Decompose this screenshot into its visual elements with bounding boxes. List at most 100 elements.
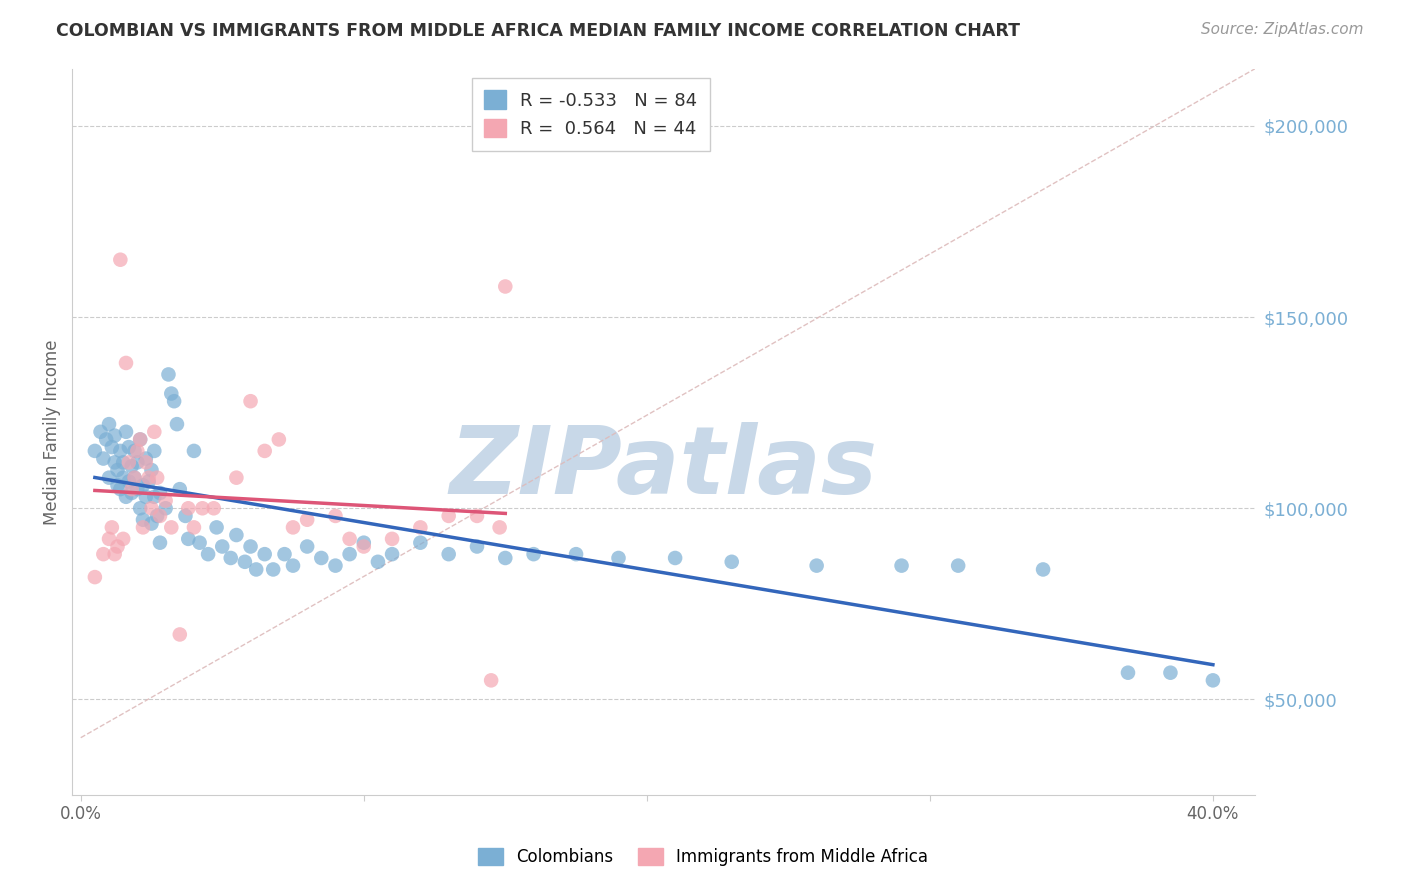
Point xyxy=(101,440,124,454)
Point xyxy=(118,455,141,469)
Point xyxy=(127,444,149,458)
Point xyxy=(381,532,404,546)
Point xyxy=(273,547,295,561)
Point xyxy=(135,451,157,466)
Point xyxy=(93,451,115,466)
Point xyxy=(267,433,290,447)
Point xyxy=(295,513,318,527)
Point xyxy=(146,508,169,523)
Legend: Colombians, Immigrants from Middle Africa: Colombians, Immigrants from Middle Afric… xyxy=(470,840,936,875)
Point xyxy=(177,501,200,516)
Point xyxy=(1116,665,1139,680)
Point xyxy=(129,433,152,447)
Point xyxy=(90,425,112,439)
Point xyxy=(219,551,242,566)
Point xyxy=(239,394,262,409)
Point xyxy=(104,455,127,469)
Point xyxy=(225,528,247,542)
Point xyxy=(143,425,166,439)
Point xyxy=(107,478,129,492)
Point xyxy=(339,532,361,546)
Point xyxy=(281,520,304,534)
Point xyxy=(83,570,105,584)
Text: COLOMBIAN VS IMMIGRANTS FROM MIDDLE AFRICA MEDIAN FAMILY INCOME CORRELATION CHAR: COLOMBIAN VS IMMIGRANTS FROM MIDDLE AFRI… xyxy=(56,22,1021,40)
Point xyxy=(141,463,163,477)
Point xyxy=(183,520,205,534)
Point xyxy=(166,417,188,431)
Point xyxy=(143,444,166,458)
Point xyxy=(806,558,828,573)
Point xyxy=(83,444,105,458)
Point xyxy=(197,547,219,561)
Point xyxy=(118,440,141,454)
Point xyxy=(160,520,183,534)
Point xyxy=(146,471,169,485)
Point xyxy=(129,433,152,447)
Point xyxy=(141,501,163,516)
Point xyxy=(664,551,686,566)
Point xyxy=(367,555,389,569)
Point xyxy=(465,508,488,523)
Point xyxy=(465,540,488,554)
Point xyxy=(890,558,912,573)
Point xyxy=(132,513,155,527)
Point xyxy=(339,547,361,561)
Point xyxy=(353,535,375,549)
Point xyxy=(149,486,172,500)
Point xyxy=(239,540,262,554)
Point xyxy=(110,252,132,267)
Point xyxy=(143,490,166,504)
Point xyxy=(188,535,211,549)
Point xyxy=(946,558,969,573)
Point xyxy=(127,455,149,469)
Point xyxy=(149,535,172,549)
Point xyxy=(169,627,191,641)
Point xyxy=(295,540,318,554)
Point xyxy=(118,475,141,489)
Point xyxy=(115,490,138,504)
Point xyxy=(253,547,276,561)
Point xyxy=(1159,665,1181,680)
Point xyxy=(121,459,143,474)
Point xyxy=(110,444,132,458)
Point xyxy=(565,547,588,561)
Point xyxy=(177,532,200,546)
Point xyxy=(325,558,347,573)
Point xyxy=(129,501,152,516)
Point xyxy=(437,547,460,561)
Point xyxy=(160,386,183,401)
Point xyxy=(104,547,127,561)
Point xyxy=(174,508,197,523)
Point xyxy=(607,551,630,566)
Point xyxy=(132,520,155,534)
Point xyxy=(107,463,129,477)
Y-axis label: Median Family Income: Median Family Income xyxy=(44,339,60,524)
Point xyxy=(155,493,177,508)
Point xyxy=(325,508,347,523)
Point xyxy=(93,547,115,561)
Text: Source: ZipAtlas.com: Source: ZipAtlas.com xyxy=(1201,22,1364,37)
Point xyxy=(98,417,121,431)
Point xyxy=(409,520,432,534)
Point xyxy=(494,279,516,293)
Point xyxy=(155,501,177,516)
Point xyxy=(479,673,502,688)
Point xyxy=(149,508,172,523)
Point xyxy=(281,558,304,573)
Point xyxy=(437,508,460,523)
Point xyxy=(183,444,205,458)
Point xyxy=(211,540,233,554)
Point xyxy=(112,455,135,469)
Legend: R = -0.533   N = 84, R =  0.564   N = 44: R = -0.533 N = 84, R = 0.564 N = 44 xyxy=(471,78,710,151)
Point xyxy=(523,547,546,561)
Point xyxy=(121,486,143,500)
Point xyxy=(253,444,276,458)
Point xyxy=(381,547,404,561)
Point xyxy=(141,516,163,531)
Point xyxy=(494,551,516,566)
Point xyxy=(112,532,135,546)
Point xyxy=(205,520,228,534)
Text: ZIPatlas: ZIPatlas xyxy=(450,422,877,514)
Point xyxy=(1202,673,1225,688)
Point xyxy=(132,478,155,492)
